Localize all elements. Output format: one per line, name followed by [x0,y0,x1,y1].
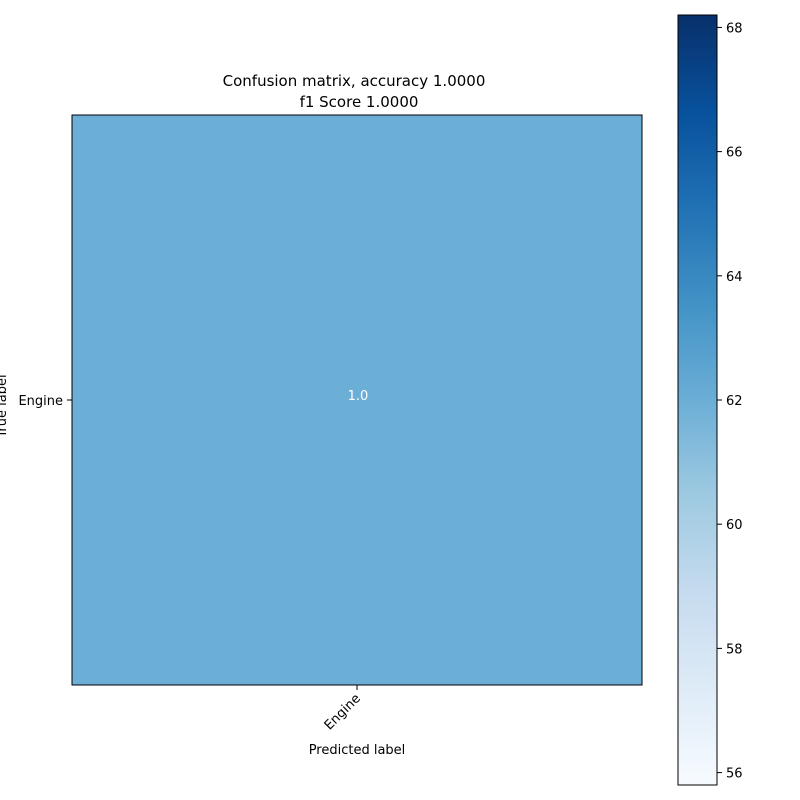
chart-subtitle: f1 Score 1.0000 [300,93,419,111]
colorbar-tick-label: 66 [726,146,743,161]
chart-title: Confusion matrix, accuracy 1.0000 [223,72,486,90]
cell-value-label: 1.0 [348,389,369,404]
y-axis-ticks: Engine [18,394,72,409]
colorbar-tick-label: 62 [726,394,743,409]
x-tick-label: Engine [322,691,364,733]
x-axis-ticks: Engine [322,685,364,733]
colorbar-tick-label: 58 [726,642,743,657]
plot-frame [71,114,643,686]
colorbar-tick-label: 68 [726,21,743,36]
heatmap-cells: 1.0 [72,115,642,685]
y-axis-label: True label [0,374,10,438]
x-axis-label: Predicted label [309,743,406,758]
colorbar-tick-label: 64 [726,270,743,285]
y-tick-label: Engine [18,394,63,409]
heatmap-cell [72,115,642,685]
colorbar [677,14,718,786]
colorbar-tick-label: 60 [726,518,743,533]
colorbar-tick-label: 56 [726,767,743,782]
colorbar-ticks: 56 58 60 62 64 66 68 [717,21,743,782]
